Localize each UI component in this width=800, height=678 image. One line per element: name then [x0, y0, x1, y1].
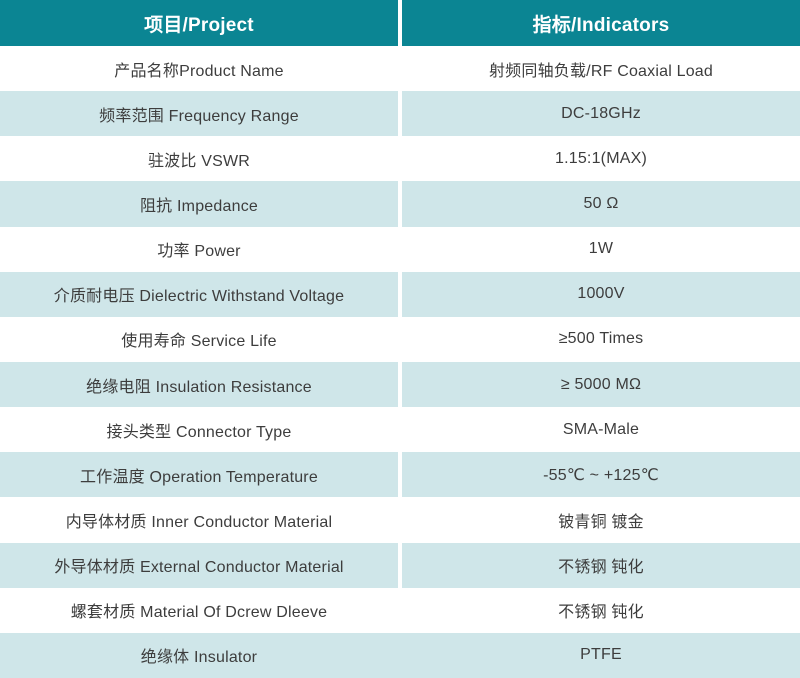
table-row: 外导体材质 External Conductor Material 不锈钢 钝化: [0, 542, 800, 588]
project-cell: 绝缘体 Insulator: [140, 649, 258, 667]
column-divider: [398, 316, 402, 362]
table-row: 工作温度 Operation Temperature -55℃ ~ +125℃: [0, 452, 800, 498]
indicator-cell: -55℃ ~ +125℃: [543, 466, 659, 484]
indicator-cell: 1.15:1(MAX): [554, 149, 647, 167]
column-divider: [398, 226, 402, 272]
project-cell: 绝缘电阻 Insulation Resistance: [86, 378, 312, 396]
table-header-row: 项目/Project 指标/Indicators: [0, 0, 800, 46]
column-divider: [398, 497, 402, 543]
column-divider: [398, 361, 402, 408]
project-cell: 接头类型 Connector Type: [106, 423, 292, 441]
indicator-cell: SMA-Male: [562, 420, 640, 438]
project-cell: 介质耐电压 Dielectric Withstand Voltage: [53, 288, 345, 306]
project-cell: 驻波比 VSWR: [147, 152, 251, 170]
table-row: 功率 Power 1W: [0, 226, 800, 272]
table-row: 阻抗 Impedance 50 Ω: [0, 181, 800, 227]
table-row: 绝缘体 Insulator PTFE: [0, 632, 800, 678]
column-divider: [398, 542, 402, 588]
table-body: 产品名称Product Name 射频同轴负载/RF Coaxial Load …: [0, 46, 800, 678]
table-row: 接头类型 Connector Type SMA-Male: [0, 407, 800, 453]
table-row: 内导体材质 Inner Conductor Material 铍青铜 镀金: [0, 497, 800, 543]
column-divider: [398, 452, 402, 498]
table-row: 产品名称Product Name 射频同轴负载/RF Coaxial Load: [0, 46, 800, 92]
column-divider: [398, 91, 402, 137]
project-cell: 阻抗 Impedance: [139, 197, 258, 215]
column-divider: [398, 271, 402, 317]
column-divider: [398, 587, 402, 633]
indicator-cell: ≥ 5000 MΩ: [560, 375, 642, 393]
column-divider: [398, 0, 402, 46]
table-row: 绝缘电阻 Insulation Resistance ≥ 5000 MΩ: [0, 361, 800, 408]
project-cell: 功率 Power: [157, 243, 241, 261]
column-divider: [398, 46, 402, 92]
table-row: 使用寿命 Service Life ≥500 Times: [0, 316, 800, 362]
indicator-cell: 铍青铜 镀金: [558, 513, 644, 531]
project-cell: 频率范围 Frequency Range: [99, 107, 299, 125]
indicator-cell: PTFE: [580, 646, 622, 664]
project-cell: 使用寿命 Service Life: [121, 333, 277, 351]
column-divider: [398, 136, 402, 182]
project-cell: 工作温度 Operation Temperature: [80, 468, 318, 486]
table-row: 螺套材质 Material Of Dcrew Dleeve 不锈钢 钝化: [0, 587, 800, 633]
indicator-cell: 50 Ω: [583, 194, 619, 212]
indicator-cell: 不锈钢 钝化: [558, 604, 644, 622]
header-project-label: 项目/Project: [144, 14, 254, 36]
table-row: 频率范围 Frequency Range DC-18GHz: [0, 91, 800, 137]
project-cell: 内导体材质 Inner Conductor Material: [65, 513, 333, 531]
header-indicators-label: 指标/Indicators: [532, 14, 670, 36]
column-divider: [398, 407, 402, 453]
indicator-cell: 1W: [588, 240, 614, 258]
table-row: 驻波比 VSWR 1.15:1(MAX): [0, 136, 800, 182]
indicator-cell: 射频同轴负载/RF Coaxial Load: [488, 62, 714, 80]
indicator-cell: ≥500 Times: [558, 330, 644, 348]
table-row: 介质耐电压 Dielectric Withstand Voltage 1000V: [0, 271, 800, 317]
indicator-cell: DC-18GHz: [561, 104, 641, 122]
column-divider: [398, 181, 402, 227]
indicator-cell: 1000V: [577, 285, 625, 303]
project-cell: 螺套材质 Material Of Dcrew Dleeve: [70, 604, 328, 622]
project-cell: 产品名称Product Name: [114, 62, 284, 80]
indicator-cell: 不锈钢 钝化: [558, 559, 644, 577]
project-cell: 外导体材质 External Conductor Material: [54, 559, 344, 577]
